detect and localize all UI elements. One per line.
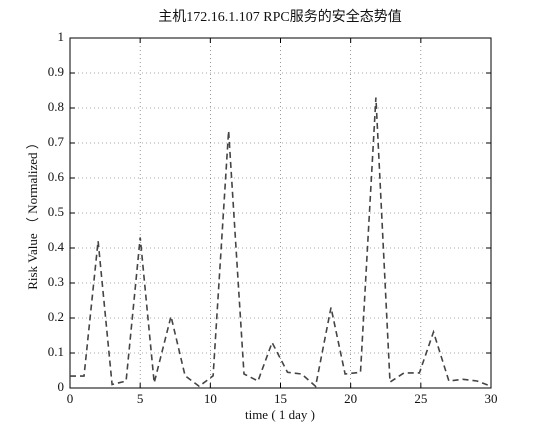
y-tick-label: 0.9 — [48, 64, 64, 79]
x-tick-label: 5 — [137, 391, 144, 406]
x-tick-label: 20 — [344, 391, 357, 406]
x-tick-label: 30 — [485, 391, 498, 406]
y-tick-label: 0.8 — [48, 99, 64, 114]
data-line — [70, 97, 492, 388]
y-tick-label: 0.2 — [48, 309, 64, 324]
x-axis-label: time ( 1 day ) — [245, 407, 315, 422]
y-tick-label: 0.1 — [48, 344, 64, 359]
y-tick-label: 0.7 — [48, 134, 65, 149]
y-tick-label: 1 — [58, 29, 65, 44]
plot-frame — [69, 37, 492, 389]
y-tick-label: 0.6 — [48, 169, 65, 184]
y-axis-label: Risk Value （ Normalized ） — [25, 136, 40, 290]
x-tick-label: 0 — [67, 391, 74, 406]
y-tick-label: 0.4 — [48, 239, 65, 254]
chart-title: 主机172.16.1.107 RPC服务的安全态势值 — [158, 8, 401, 25]
x-tick-label: 10 — [204, 391, 217, 406]
x-tick-label: 25 — [414, 391, 427, 406]
y-tick-label: 0.5 — [48, 204, 64, 219]
y-tick-label: 0 — [58, 379, 65, 394]
x-tick-label: 15 — [274, 391, 287, 406]
y-tick-label: 0.3 — [48, 274, 64, 289]
